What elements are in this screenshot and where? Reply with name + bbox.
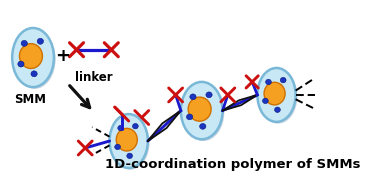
Ellipse shape [111,116,149,170]
Ellipse shape [258,68,296,122]
Ellipse shape [18,61,24,67]
Text: linker: linker [75,70,113,84]
Ellipse shape [263,98,268,104]
Ellipse shape [206,92,212,98]
Ellipse shape [12,28,54,87]
Ellipse shape [188,97,211,121]
Ellipse shape [266,79,271,85]
Ellipse shape [275,107,280,112]
Ellipse shape [116,128,137,151]
Ellipse shape [200,123,206,129]
Ellipse shape [31,71,37,77]
Ellipse shape [37,38,44,44]
Ellipse shape [186,114,193,120]
Ellipse shape [132,123,138,129]
Ellipse shape [14,30,56,89]
Ellipse shape [259,70,297,124]
Ellipse shape [118,125,124,131]
Ellipse shape [115,144,121,150]
Ellipse shape [190,94,196,100]
Text: +: + [55,47,70,65]
Ellipse shape [20,44,43,68]
Text: 1D-coordination polymer of SMMs: 1D-coordination polymer of SMMs [105,158,361,171]
Ellipse shape [127,153,132,159]
Ellipse shape [110,114,148,168]
Ellipse shape [182,84,224,141]
Text: SMM: SMM [14,93,46,106]
Ellipse shape [181,82,223,139]
Ellipse shape [264,82,285,105]
Ellipse shape [21,40,27,46]
Ellipse shape [280,77,286,83]
